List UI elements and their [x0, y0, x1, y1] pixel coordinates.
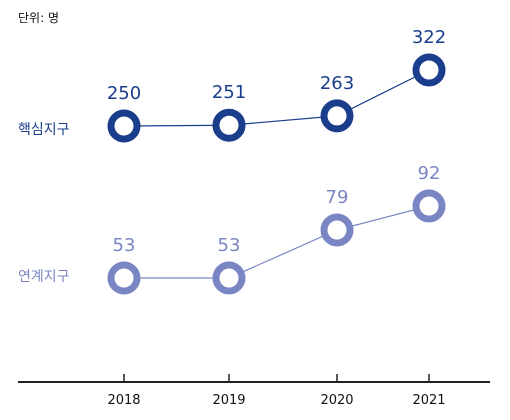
series-link: 53 53 79 92	[107, 163, 446, 295]
link-line	[124, 205, 430, 279]
link-data-label: 79	[326, 187, 349, 208]
x-tick-label: 2020	[320, 393, 353, 408]
core-point	[320, 99, 354, 133]
link-point	[412, 189, 446, 223]
link-point	[320, 213, 354, 247]
series-core: 250 251 263 322	[107, 27, 446, 143]
x-tick-label: 2021	[412, 393, 445, 408]
x-axis-ticks: 2018 2019 2020 2021	[107, 374, 446, 408]
core-point	[412, 53, 446, 87]
unit-label: 단위: 명	[18, 11, 59, 25]
series-name-link: 연계지구	[18, 269, 70, 285]
x-tick-label: 2019	[212, 393, 245, 408]
core-line	[123, 69, 430, 127]
link-point	[212, 261, 246, 295]
link-point	[107, 261, 141, 295]
core-point	[212, 108, 246, 142]
link-data-label: 92	[418, 163, 441, 184]
x-tick-label: 2018	[107, 393, 140, 408]
core-data-label: 322	[412, 27, 446, 48]
link-data-label: 53	[218, 235, 241, 256]
core-data-label: 251	[212, 82, 246, 103]
core-data-label: 250	[107, 83, 141, 104]
link-data-label: 53	[113, 235, 136, 256]
series-name-core: 핵심지구	[18, 122, 70, 138]
core-data-label: 263	[320, 73, 354, 94]
core-point	[107, 109, 141, 143]
